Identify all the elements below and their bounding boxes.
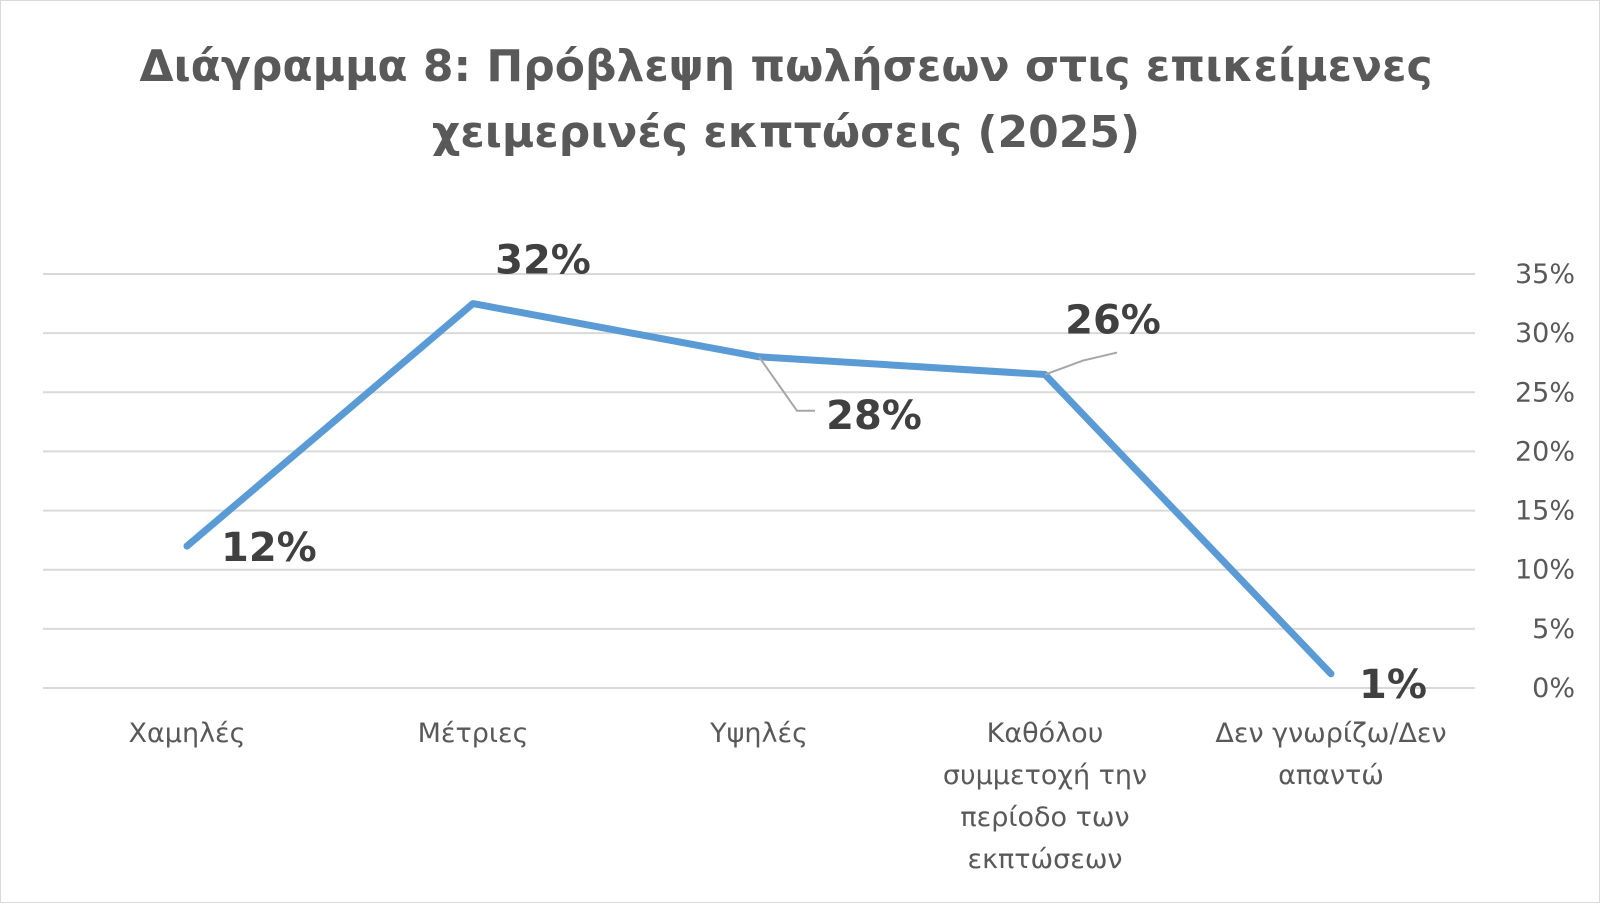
x-axis-categories: Χαμηλές Μέτριες Υψηλές Καθόλου συμμετοχή την… [128, 718, 1446, 875]
y-tick-label: 30% [1515, 318, 1575, 349]
x-category-label: Χαμηλές [128, 718, 245, 749]
x-category-label-line: Καθόλου [987, 718, 1104, 749]
x-category-label-line: Υψηλές [709, 718, 808, 749]
gridlines [43, 274, 1475, 688]
y-tick-label: 20% [1515, 436, 1575, 467]
y-axis-ticks: 0% 5% 10% 15% 20% 25% 30% 35% [1515, 259, 1575, 704]
y-tick-label: 25% [1515, 377, 1575, 408]
x-category-label: Μέτριες [418, 718, 529, 749]
leader-line [759, 357, 815, 411]
x-category-label-line: περίοδο των [960, 802, 1129, 833]
x-category-label-line: Χαμηλές [128, 718, 245, 749]
x-category-label-line: συμμετοχή την [943, 760, 1147, 791]
x-category-label: Υψηλές [709, 718, 808, 749]
y-tick-label: 0% [1532, 673, 1575, 704]
leader-line [1045, 353, 1117, 375]
x-category-label-line: Δεν γνωρίζω/Δεν [1215, 718, 1446, 749]
x-category-label: Καθόλου συμμετοχή την περίοδο των εκπτώσεων [943, 718, 1147, 875]
data-label: 26% [1065, 298, 1161, 344]
y-tick-label: 15% [1515, 496, 1575, 527]
x-category-label: Δεν γνωρίζω/Δεν απαντώ [1215, 718, 1446, 791]
data-label: 12% [221, 525, 317, 571]
chart-title-line-1: Διάγραμμα 8: Πρόβλεψη πωλήσεων στις επικ… [139, 41, 1432, 92]
x-category-label-line: απαντώ [1278, 760, 1384, 791]
y-tick-label: 10% [1515, 555, 1575, 586]
y-tick-label: 35% [1515, 259, 1575, 290]
data-label: 28% [826, 393, 922, 439]
data-label: 32% [495, 238, 591, 284]
y-tick-label: 5% [1532, 614, 1575, 645]
data-label: 1% [1359, 662, 1427, 708]
series-layer [187, 303, 1331, 673]
series-line [187, 304, 1331, 674]
chart-title-line-2: χειμερινές εκπτώσεις (2025) [432, 107, 1140, 158]
x-category-label-line: εκπτώσεων [967, 844, 1122, 875]
data-labels: 12% 32% 28% 26% 1% [221, 238, 1427, 708]
x-category-label-line: Μέτριες [418, 718, 529, 749]
